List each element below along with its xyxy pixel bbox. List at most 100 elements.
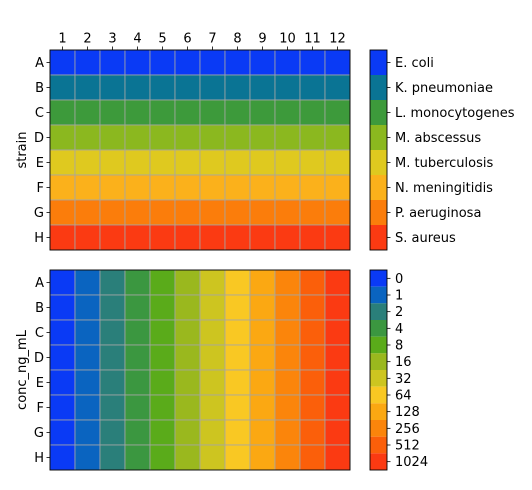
legend-label: S. aureus (395, 231, 456, 246)
heatmap-cell (74, 319, 101, 346)
heatmap-cell (49, 269, 76, 296)
heatmap-cell (74, 294, 101, 321)
legend-label: 2 (395, 305, 403, 320)
legend-label: M. abscessus (395, 131, 481, 146)
heatmap-cell (99, 74, 126, 101)
heatmap-cell (74, 174, 101, 201)
heatmap-cell (124, 444, 151, 471)
heatmap-cell (249, 369, 276, 396)
heatmap-cell (274, 99, 301, 126)
colorbar-swatch (370, 150, 387, 175)
heatmap-cell (249, 99, 276, 126)
colorbar-swatch (370, 353, 387, 370)
heatmap-cell (74, 394, 101, 421)
legend-label: 8 (395, 339, 403, 354)
legend-label: 32 (395, 372, 412, 387)
heatmap-cell (224, 344, 251, 371)
heatmap-cell (274, 294, 301, 321)
x-tick-label: 11 (304, 32, 321, 47)
heatmap-cell (299, 99, 326, 126)
heatmap-cell (99, 344, 126, 371)
legend-label: 1024 (395, 455, 428, 470)
heatmap-cell (224, 174, 251, 201)
colorbar-swatch (370, 320, 387, 337)
heatmap-cell (199, 149, 226, 176)
heatmap-cell (224, 444, 251, 471)
heatmap-cell (124, 419, 151, 446)
heatmap-cell (49, 319, 76, 346)
heatmap-cell (274, 369, 301, 396)
heatmap-cell (124, 174, 151, 201)
x-tick-label: 1 (58, 32, 66, 47)
heatmap-cell (99, 124, 126, 151)
heatmap-cell (199, 49, 226, 76)
y-tick-label: D (34, 131, 44, 146)
y-axis-label: conc_ng_mL (15, 329, 30, 410)
legend-label: 1 (395, 289, 403, 304)
y-tick-label: B (35, 81, 44, 96)
heatmap-cell (174, 369, 201, 396)
heatmap-cell (99, 99, 126, 126)
heatmap-cell (99, 394, 126, 421)
colorbar-swatch (370, 50, 387, 75)
heatmap-cell (74, 74, 101, 101)
heatmap-cell (274, 344, 301, 371)
heatmap-cell (149, 74, 176, 101)
heatmap-cell (249, 199, 276, 226)
heatmap-cell (324, 444, 351, 471)
colorbar-swatch (370, 420, 387, 437)
x-tick-label: 2 (83, 32, 91, 47)
heatmap-cell (99, 419, 126, 446)
heatmap-cell (49, 149, 76, 176)
heatmap-cell (124, 199, 151, 226)
heatmap-cell (174, 124, 201, 151)
y-tick-label: D (34, 351, 44, 366)
heatmap-cell (299, 124, 326, 151)
y-tick-label: C (35, 326, 44, 341)
plot-frame (49, 269, 351, 471)
heatmap-cell (174, 394, 201, 421)
legend-label: N. meningitidis (395, 181, 493, 196)
heatmap-cell (99, 199, 126, 226)
y-axis-label: strain (15, 131, 30, 168)
heatmap-cell (49, 199, 76, 226)
heatmap-cell (124, 294, 151, 321)
colorbar-swatch (370, 453, 387, 470)
heatmap-cell (324, 199, 351, 226)
colorbar-swatch (370, 75, 387, 100)
heatmap-cell (99, 174, 126, 201)
y-tick-label: E (36, 156, 44, 171)
heatmap-cell (74, 124, 101, 151)
heatmap-cell (299, 369, 326, 396)
heatmap-cell (49, 294, 76, 321)
heatmap-cell (274, 174, 301, 201)
heatmap-cell (324, 224, 351, 251)
y-tick-label: F (37, 401, 44, 416)
heatmap-cell (199, 344, 226, 371)
heatmap-cell (174, 174, 201, 201)
heatmap-cell (199, 199, 226, 226)
heatmap-cell (274, 224, 301, 251)
heatmap-cell (149, 344, 176, 371)
y-tick-label: A (35, 276, 44, 291)
heatmap-cell (124, 269, 151, 296)
heatmap-cell (49, 124, 76, 151)
x-tick-label: 3 (108, 32, 116, 47)
colorbar-swatch (370, 386, 387, 404)
colorbar-frame (369, 269, 388, 471)
heatmap-cell (99, 294, 126, 321)
heatmap-cell (299, 419, 326, 446)
heatmap-cell (224, 99, 251, 126)
heatmap-cell (249, 74, 276, 101)
heatmap-cell (49, 419, 76, 446)
heatmap-cell (224, 369, 251, 396)
heatmap-cell (199, 444, 226, 471)
heatmap-cell (149, 199, 176, 226)
colorbar-swatch (370, 336, 387, 354)
heatmap-cell (74, 199, 101, 226)
plot-frame (49, 49, 351, 251)
heatmap-cell (49, 369, 76, 396)
heatmap-cell (149, 269, 176, 296)
heatmap-cell (149, 174, 176, 201)
